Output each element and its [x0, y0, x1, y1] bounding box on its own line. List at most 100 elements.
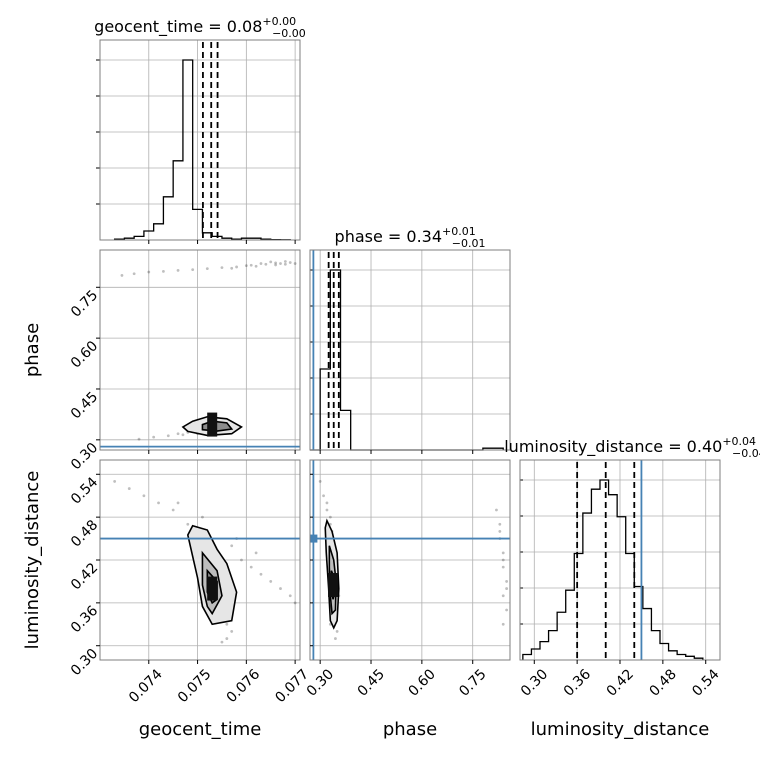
sample-point: [152, 435, 156, 439]
density-phase_vs_geocent_time: [100, 260, 300, 448]
sample-point: [264, 262, 268, 266]
sample-point: [254, 551, 258, 555]
y-tick-label-phase: 0.30: [68, 440, 101, 473]
sample-point: [166, 434, 170, 438]
sample-point: [254, 264, 258, 268]
sample-point: [505, 580, 509, 583]
sample-point: [274, 261, 278, 265]
y-axis-label-phase: phase: [22, 323, 43, 377]
sample-point: [259, 262, 263, 265]
sample-point: [171, 508, 175, 512]
sample-point: [230, 266, 234, 270]
sample-point: [120, 274, 124, 277]
y-tick-label-luminosity_distance: 0.54: [68, 474, 101, 507]
x-tick-label-luminosity_distance: 0.36: [561, 666, 594, 699]
truth-marker: [310, 534, 318, 543]
frame-phase-hist: [309, 249, 511, 451]
sample-point: [176, 268, 180, 272]
sample-point: [505, 587, 509, 590]
x-tick-label-phase: 0.75: [456, 666, 489, 699]
sample-point: [293, 262, 297, 265]
histogram-luminosity_distance: [522, 479, 704, 660]
grid-geocent_time-hist: [100, 40, 300, 240]
sample-point: [191, 268, 195, 272]
sample-point: [137, 437, 141, 441]
sample-point: [283, 262, 287, 266]
frame-geocent_time-hist: [99, 39, 301, 241]
sample-point: [225, 637, 229, 640]
sample-point: [501, 551, 505, 555]
sample-point: [220, 266, 224, 270]
sample-point: [225, 622, 229, 626]
title-luminosity_distance: luminosity_distance = 0.40+0.04−0.04: [504, 435, 760, 460]
x-tick-label-phase: 0.45: [355, 666, 388, 699]
x-tick-label-luminosity_distance: 0.54: [689, 666, 722, 699]
density-luminosity_distance_vs_phase: [310, 460, 510, 660]
sample-point: [293, 601, 297, 605]
histogram-geocent_time: [113, 59, 291, 241]
sample-point: [283, 260, 287, 263]
density-peak: [207, 412, 218, 437]
sample-point: [181, 433, 185, 437]
sample-point: [501, 622, 505, 626]
sample-point: [328, 515, 332, 519]
sample-point: [501, 594, 505, 598]
sample-point: [230, 630, 234, 633]
sample-point: [318, 480, 322, 483]
sample-point: [505, 608, 509, 612]
y-tick-label-phase: 0.75: [68, 287, 101, 320]
sample-point: [142, 494, 146, 498]
sample-point: [325, 501, 329, 505]
sample-point: [249, 565, 253, 569]
title-phase: phase = 0.34+0.01 −0.01: [335, 225, 486, 250]
sample-point: [322, 494, 325, 498]
density-luminosity_distance_vs_geocent_time: [100, 480, 300, 644]
frame-phase_vs_geocent_time: [99, 249, 301, 451]
sample-point: [176, 432, 180, 436]
sample-point: [495, 508, 498, 512]
grid-luminosity_distance_vs_phase: [310, 460, 510, 660]
y-tick-label-phase: 0.60: [68, 338, 101, 371]
y-tick-label-luminosity_distance: 0.48: [68, 517, 101, 550]
sample-point: [201, 515, 204, 519]
density-peak: [328, 573, 339, 597]
x-tick-label-luminosity_distance: 0.48: [646, 666, 679, 699]
sample-point: [240, 558, 243, 562]
sample-point: [335, 630, 339, 633]
sample-point: [230, 544, 234, 548]
x-axis-label-luminosity_distance: luminosity_distance: [531, 719, 710, 740]
sample-point: [334, 637, 337, 640]
y-tick-label-luminosity_distance: 0.30: [68, 646, 101, 679]
sample-point: [132, 272, 136, 276]
x-tick-label-geocent_time: 0.076: [224, 666, 264, 706]
title-geocent_time: geocent_time = 0.08+0.00 −0.00: [94, 15, 306, 40]
sample-point: [127, 487, 131, 490]
x-tick-label-phase: 0.30: [304, 666, 337, 699]
y-axis-label-luminosity_distance: luminosity_distance: [22, 471, 43, 650]
sample-point: [244, 264, 248, 267]
x-tick-label-geocent_time: 0.075: [175, 666, 215, 706]
density-peak: [207, 576, 218, 601]
sample-point: [274, 263, 278, 267]
sample-point: [259, 572, 263, 576]
x-axis-label-phase: phase: [383, 719, 437, 740]
sample-point: [269, 260, 273, 264]
x-tick-label-geocent_time: 0.074: [126, 666, 166, 706]
sample-point: [249, 263, 253, 267]
x-tick-label-luminosity_distance: 0.30: [518, 666, 551, 699]
sample-point: [501, 558, 505, 562]
sample-point: [147, 270, 151, 274]
x-axis-label-geocent_time: geocent_time: [139, 719, 262, 740]
grid-phase_vs_geocent_time: [100, 250, 300, 450]
sample-point: [279, 587, 282, 590]
sample-point: [288, 261, 292, 264]
x-tick-label-luminosity_distance: 0.42: [604, 666, 637, 699]
sample-point: [288, 594, 292, 598]
sample-point: [186, 522, 190, 526]
sample-point: [269, 580, 273, 583]
sample-point: [235, 265, 238, 269]
sample-point: [325, 508, 329, 512]
y-tick-label-phase: 0.45: [68, 389, 101, 422]
sample-point: [498, 530, 502, 533]
